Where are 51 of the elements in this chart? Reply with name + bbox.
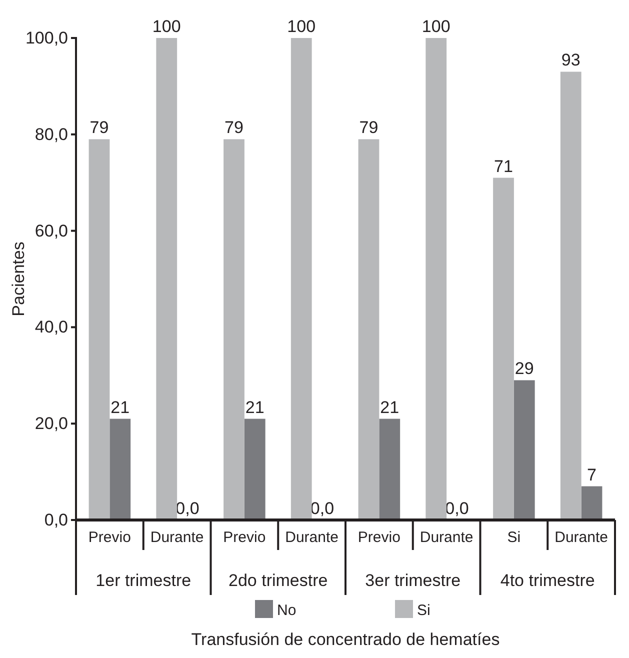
data-label: 21 <box>380 398 400 417</box>
data-label: 0,0 <box>176 499 200 518</box>
bar <box>88 139 110 520</box>
x-tick-label: Previo <box>223 529 266 546</box>
bar <box>493 178 514 520</box>
data-label: 29 <box>514 359 534 378</box>
data-label: 79 <box>224 118 244 138</box>
y-tick-label: 60,0 <box>34 221 68 240</box>
bar <box>156 38 178 520</box>
x-tick-label: Durante <box>285 529 338 546</box>
bar <box>426 38 447 520</box>
data-label: 71 <box>494 156 513 176</box>
data-label: 21 <box>110 398 130 417</box>
data-label: 93 <box>561 50 580 70</box>
legend-label: Si <box>417 602 430 619</box>
x-tick-label: Durante <box>150 529 204 546</box>
data-label: 79 <box>359 118 378 138</box>
y-tick-label: 20,0 <box>34 414 68 434</box>
bar <box>581 486 602 520</box>
text: 2do trimestre <box>228 571 328 590</box>
legend-label: No <box>277 602 296 619</box>
bar <box>244 418 266 520</box>
bar <box>110 418 131 520</box>
text: 3er trimestre <box>365 571 461 590</box>
bar <box>514 380 535 520</box>
x-tick-label: Previo <box>358 529 400 546</box>
x-tick-label: Durante <box>420 529 474 546</box>
data-label: 0,0 <box>445 499 469 518</box>
data-label: 100 <box>287 17 316 36</box>
bar <box>379 418 400 520</box>
bar <box>358 139 380 520</box>
x-axis-title: Transfusión de concentrado de hematíes <box>191 630 500 649</box>
text: 4to trimestre <box>500 571 595 590</box>
data-label: 100 <box>152 17 181 36</box>
data-label: 0,0 <box>310 499 334 518</box>
data-label: 21 <box>245 398 264 417</box>
y-tick-label: 100,0 <box>25 28 68 48</box>
y-tick-label: 40,0 <box>34 318 68 337</box>
bar <box>224 139 244 520</box>
x-tick-label: Durante <box>554 529 608 546</box>
x-tick-label: Si <box>507 529 521 546</box>
bar <box>560 72 582 520</box>
x-tick-label: Previo <box>88 529 131 546</box>
y-tick-label: 80,0 <box>34 124 68 144</box>
data-label: 79 <box>90 118 109 138</box>
data-label: 7 <box>587 465 596 484</box>
text: 1er trimestre <box>96 571 192 590</box>
y-axis-title: Pacientes <box>9 242 28 316</box>
bar <box>290 38 312 520</box>
y-tick-label: 0,0 <box>44 510 68 530</box>
data-label: 100 <box>422 17 450 36</box>
